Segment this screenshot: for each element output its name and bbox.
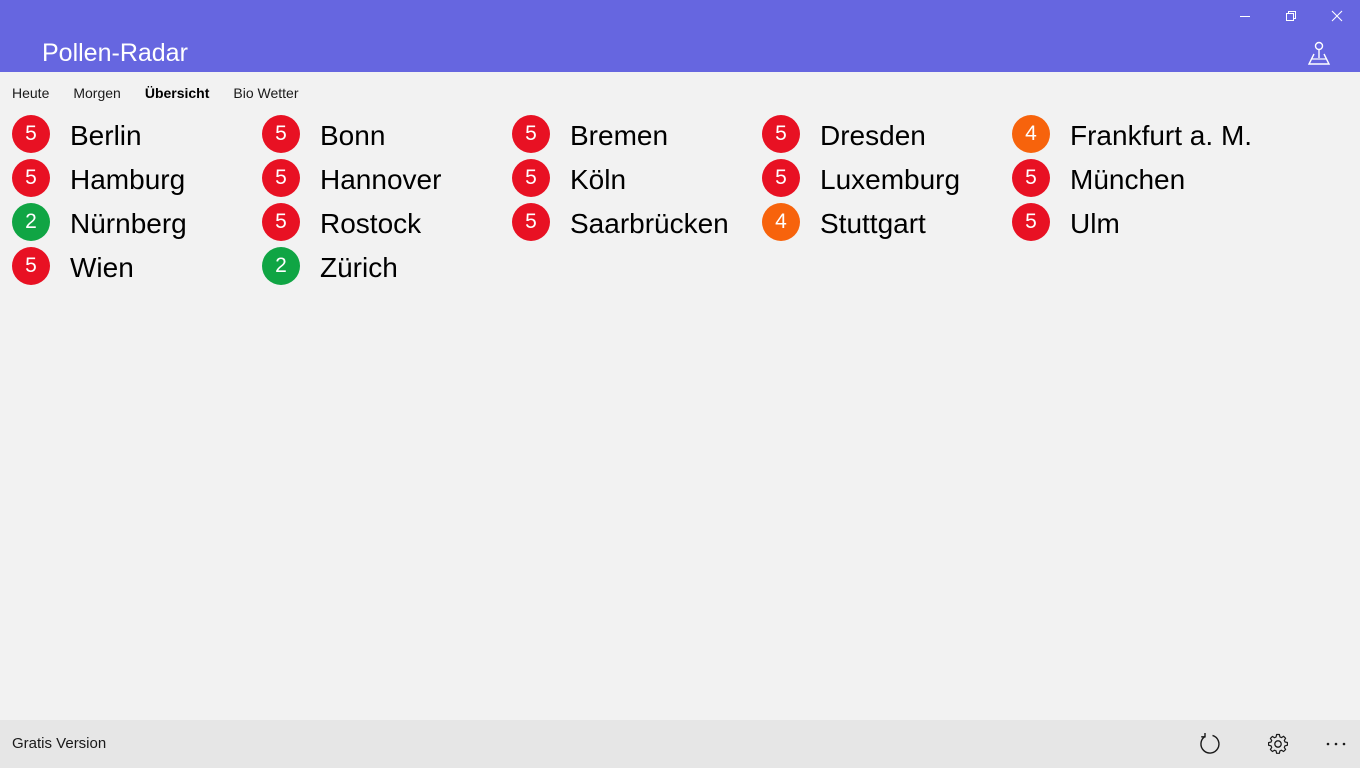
tab-morgen[interactable]: Morgen: [73, 85, 121, 101]
city-item[interactable]: 5 Dresden: [762, 114, 1012, 154]
city-item[interactable]: 5 Bonn: [262, 114, 512, 154]
minimize-icon: [1240, 16, 1250, 17]
pollen-level-badge: 5: [12, 247, 50, 285]
city-item[interactable]: 5 Rostock: [262, 202, 512, 242]
close-icon: [1331, 10, 1343, 22]
city-item[interactable]: 5 Köln: [512, 158, 762, 198]
city-name: Köln: [570, 164, 627, 195]
tab-uebersicht[interactable]: Übersicht: [144, 85, 210, 101]
map-pin-icon: [1307, 41, 1331, 65]
city-name: Nürnberg: [70, 208, 187, 239]
settings-button[interactable]: [1261, 728, 1295, 760]
tab-bio-wetter[interactable]: Bio Wetter: [233, 85, 299, 101]
city-item[interactable]: 2 Zürich: [262, 246, 512, 286]
bottom-app-bar: Gratis Version: [0, 720, 1360, 768]
refresh-icon: [1200, 733, 1220, 754]
minimize-button[interactable]: [1222, 0, 1268, 32]
city-name: Stuttgart: [820, 208, 926, 239]
city-item[interactable]: 4 Frankfurt a. M.: [1012, 114, 1262, 154]
city-item[interactable]: 5 Hannover: [262, 158, 512, 198]
city-item[interactable]: 5 Saarbrücken: [512, 202, 762, 242]
pollen-level-badge: 5: [1012, 203, 1050, 241]
pollen-level-badge: 5: [262, 203, 300, 241]
pollen-level-badge: 5: [12, 159, 50, 197]
city-item[interactable]: 4 Stuttgart: [762, 202, 1012, 242]
city-name: Hamburg: [70, 164, 186, 195]
city-name: Luxemburg: [820, 164, 961, 195]
city-name: München: [1070, 164, 1186, 195]
pollen-level-badge: 5: [262, 115, 300, 153]
city-name: Zürich: [320, 252, 398, 283]
pollen-level-badge: 5: [762, 159, 800, 197]
pollen-level-badge: 5: [512, 203, 550, 241]
gear-icon: [1268, 733, 1288, 754]
city-name: Wien: [70, 252, 134, 283]
version-label: Gratis Version: [12, 735, 107, 752]
pollen-level-badge: 5: [1012, 159, 1050, 197]
city-item[interactable]: 5 München: [1012, 158, 1262, 198]
pollen-level-badge: 2: [262, 247, 300, 285]
city-name: Berlin: [70, 120, 142, 151]
pollen-level-badge: 2: [12, 203, 50, 241]
city-item[interactable]: 5 Hamburg: [12, 158, 262, 198]
pollen-level-badge: 4: [762, 203, 800, 241]
city-name: Bonn: [320, 120, 386, 151]
city-item[interactable]: 5 Wien: [12, 246, 262, 286]
city-item[interactable]: 5 Berlin: [12, 114, 262, 154]
app-title: Pollen-Radar: [42, 39, 188, 67]
title-bar: Pollen-Radar: [0, 0, 1360, 72]
pollen-level-badge: 5: [262, 159, 300, 197]
more-button[interactable]: [1319, 728, 1353, 760]
pollen-level-badge: 5: [512, 115, 550, 153]
map-button[interactable]: [1302, 36, 1336, 70]
restore-button[interactable]: [1268, 0, 1314, 32]
pollen-level-badge: 4: [1012, 115, 1050, 153]
pollen-level-badge: 5: [12, 115, 50, 153]
city-name: Rostock: [320, 208, 422, 239]
city-name: Frankfurt a. M.: [1070, 120, 1253, 151]
city-item[interactable]: 5 Luxemburg: [762, 158, 1012, 198]
more-icon: [1326, 742, 1346, 746]
city-name: Ulm: [1070, 208, 1120, 239]
city-name: Saarbrücken: [570, 208, 729, 239]
city-item[interactable]: 2 Nürnberg: [12, 202, 262, 242]
city-name: Hannover: [320, 164, 442, 195]
refresh-button[interactable]: [1193, 728, 1227, 760]
city-name: Dresden: [820, 120, 926, 151]
tab-bar: Heute Morgen Übersicht Bio Wetter: [0, 84, 311, 104]
city-item[interactable]: 5 Ulm: [1012, 202, 1262, 242]
city-item[interactable]: 5 Bremen: [512, 114, 762, 154]
tab-heute[interactable]: Heute: [12, 85, 50, 101]
city-name: Bremen: [570, 120, 669, 151]
pollen-level-badge: 5: [512, 159, 550, 197]
close-button[interactable]: [1314, 0, 1360, 32]
restore-icon: [1286, 11, 1296, 21]
pollen-level-badge: 5: [762, 115, 800, 153]
